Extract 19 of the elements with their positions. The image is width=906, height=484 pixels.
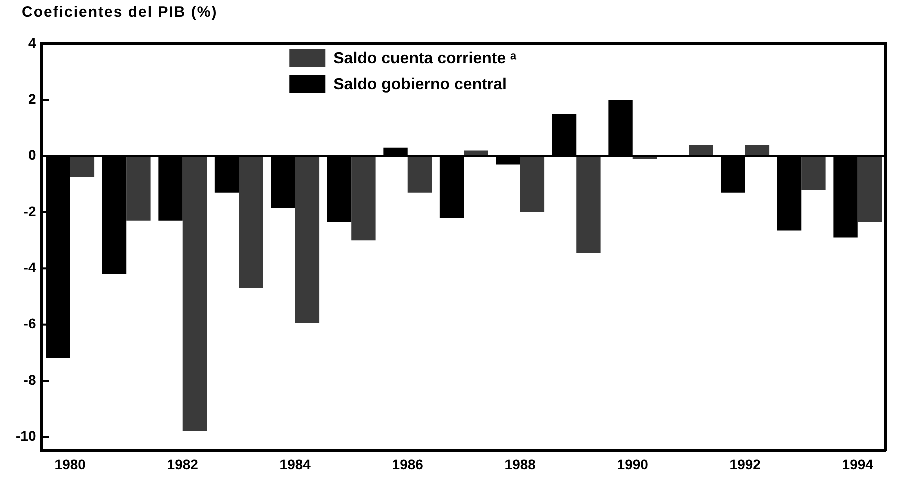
legend-label: Saldo cuenta corriente ᵃ [334,50,517,68]
x-tick-label: 1990 [617,456,649,472]
y-tick-label: -2 [24,203,36,220]
x-tick-label: 1986 [392,456,424,472]
x-tick-label: 1982 [167,456,199,472]
x-tick-label: 1992 [730,456,762,472]
x-tick-label: 1994 [842,456,874,472]
x-tick-label: 1988 [504,456,536,472]
y-tick-label: -10 [16,428,36,444]
y-tick-label: 4 [28,34,36,51]
y-tick-label: -6 [24,316,36,332]
y-tick-label: 0 [28,147,36,164]
y-tick-label: -8 [24,372,36,388]
y-tick-label: -4 [24,260,36,276]
chart-title: Coeficientes del PIB (%) [22,4,218,21]
legend-label: Saldo gobierno central [334,76,507,94]
x-tick-label: 1984 [280,456,312,472]
y-tick-label: 2 [28,91,36,108]
x-tick-label: 1980 [54,456,86,472]
